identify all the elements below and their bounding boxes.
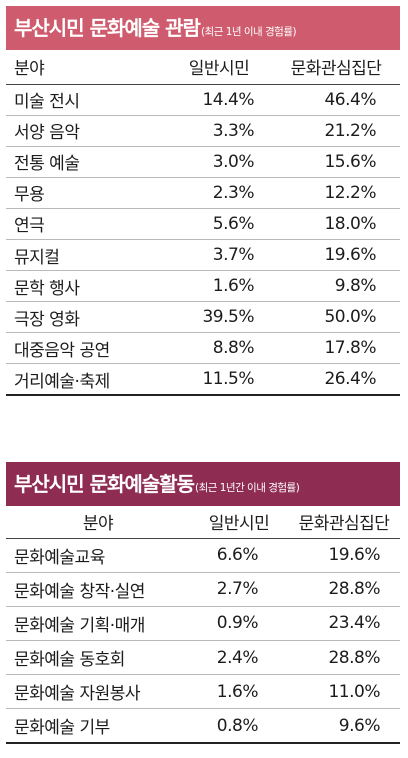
table-row: 문화예술 자원봉사 1.6% 11.0%: [6, 674, 400, 710]
row-label: 문화예술 동호회: [6, 640, 190, 676]
value-general: 3.0%: [166, 146, 272, 178]
value-general: 2.4%: [190, 640, 288, 676]
value-interest: 46.4%: [272, 84, 400, 116]
activity-header-row: 분야 일반시민 문화관심집단: [6, 506, 400, 539]
row-label: 문화예술 기부: [6, 708, 190, 745]
row-label: 무용: [6, 177, 166, 209]
viewing-subtitle: (최근 1년 이내 경험률): [200, 26, 297, 38]
row-label: 전통 예술: [6, 146, 166, 178]
table-row: 문화예술 동호회 2.4% 28.8%: [6, 640, 400, 676]
viewing-header-row: 분야 일반시민 문화관심집단: [6, 50, 400, 85]
table-row: 문화예술 기부 0.8% 9.6%: [6, 708, 400, 745]
value-interest: 26.4%: [272, 363, 400, 396]
row-label: 문화예술 창작·실연: [6, 572, 190, 607]
value-general: 11.5%: [166, 363, 272, 396]
activity-title: 부산시민 문화예술활동: [14, 472, 195, 496]
viewing-title-bar: 부산시민 문화예술 관람(최근 1년 이내 경험률): [6, 6, 400, 50]
activity-table-panel: 부산시민 문화예술활동(최근 1년간 이내 경험률) 분야 일반시민 문화관심집…: [6, 462, 400, 745]
activity-subtitle: (최근 1년간 이내 경험률): [194, 482, 300, 494]
value-interest: 9.8%: [272, 270, 400, 303]
column-header-general: 일반시민: [166, 50, 272, 85]
viewing-table: 분야 일반시민 문화관심집단 미술 전시 14.4% 46.4% 서양 음악 3.3% 2…: [6, 50, 400, 396]
value-general: 2.7%: [190, 572, 288, 607]
viewing-title: 부산시민 문화예술 관람: [14, 16, 201, 40]
value-general: 8.8%: [166, 332, 272, 365]
table-row: 연극 5.6% 18.0%: [6, 208, 400, 240]
value-interest: 21.2%: [272, 115, 400, 147]
column-header-field: 분야: [6, 50, 166, 85]
value-general: 6.6%: [190, 538, 288, 573]
value-interest: 9.6%: [288, 708, 400, 745]
value-general: 5.6%: [166, 208, 272, 240]
table-row: 거리예술·축제 11.5% 26.4%: [6, 363, 400, 396]
row-label: 연극: [6, 208, 166, 240]
row-label: 서양 음악: [6, 115, 166, 147]
value-interest: 19.6%: [288, 538, 400, 573]
row-label: 뮤지컬: [6, 239, 166, 272]
value-interest: 18.0%: [272, 208, 400, 240]
value-general: 14.4%: [166, 84, 272, 116]
row-label: 문학 행사: [6, 270, 166, 303]
table-row: 미술 전시 14.4% 46.4%: [6, 84, 400, 116]
value-interest: 11.0%: [288, 674, 400, 710]
value-interest: 17.8%: [272, 332, 400, 365]
table-row: 대중음악 공연 8.8% 17.8%: [6, 332, 400, 365]
table-row: 전통 예술 3.0% 15.6%: [6, 146, 400, 178]
value-interest: 23.4%: [288, 606, 400, 642]
value-general: 0.8%: [190, 708, 288, 745]
value-interest: 15.6%: [272, 146, 400, 178]
column-header-general: 일반시민: [190, 506, 288, 539]
table-row: 문화예술 창작·실연 2.7% 28.8%: [6, 572, 400, 607]
value-interest: 12.2%: [272, 177, 400, 209]
table-row: 뮤지컬 3.7% 19.6%: [6, 239, 400, 272]
value-general: 39.5%: [166, 301, 272, 334]
value-general: 1.6%: [190, 674, 288, 710]
table-row: 문화예술교육 6.6% 19.6%: [6, 538, 400, 573]
row-label: 문화예술 기획·매개: [6, 606, 190, 642]
row-label: 문화예술 자원봉사: [6, 674, 190, 710]
value-general: 2.3%: [166, 177, 272, 209]
table-row: 서양 음악 3.3% 21.2%: [6, 115, 400, 147]
value-interest: 50.0%: [272, 301, 400, 334]
viewing-table-panel: 부산시민 문화예술 관람(최근 1년 이내 경험률) 분야 일반시민 문화관심집…: [6, 6, 400, 396]
row-label: 거리예술·축제: [6, 363, 166, 396]
row-label: 극장 영화: [6, 301, 166, 334]
value-general: 3.3%: [166, 115, 272, 147]
row-label: 미술 전시: [6, 84, 166, 116]
activity-table: 분야 일반시민 문화관심집단 문화예술교육 6.6% 19.6% 문화예술 창작·실연…: [6, 506, 400, 745]
table-row: 문학 행사 1.6% 9.8%: [6, 270, 400, 303]
value-interest: 28.8%: [288, 572, 400, 607]
row-label: 대중음악 공연: [6, 332, 166, 365]
table-row: 문화예술 기획·매개 0.9% 23.4%: [6, 606, 400, 642]
value-general: 1.6%: [166, 270, 272, 303]
column-header-field: 분야: [6, 506, 190, 539]
column-header-interest: 문화관심집단: [272, 50, 400, 85]
table-row: 극장 영화 39.5% 50.0%: [6, 301, 400, 334]
value-general: 0.9%: [190, 606, 288, 642]
table-row: 무용 2.3% 12.2%: [6, 177, 400, 209]
value-general: 3.7%: [166, 239, 272, 272]
value-interest: 28.8%: [288, 640, 400, 676]
column-header-interest: 문화관심집단: [288, 506, 400, 539]
value-interest: 19.6%: [272, 239, 400, 272]
row-label: 문화예술교육: [6, 538, 190, 573]
activity-title-bar: 부산시민 문화예술활동(최근 1년간 이내 경험률): [6, 462, 400, 506]
